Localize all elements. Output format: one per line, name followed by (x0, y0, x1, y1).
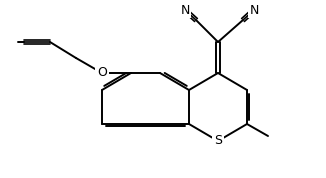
Text: O: O (97, 67, 107, 80)
Text: S: S (214, 135, 222, 148)
Text: N: N (180, 4, 190, 17)
Text: N: N (249, 4, 259, 17)
